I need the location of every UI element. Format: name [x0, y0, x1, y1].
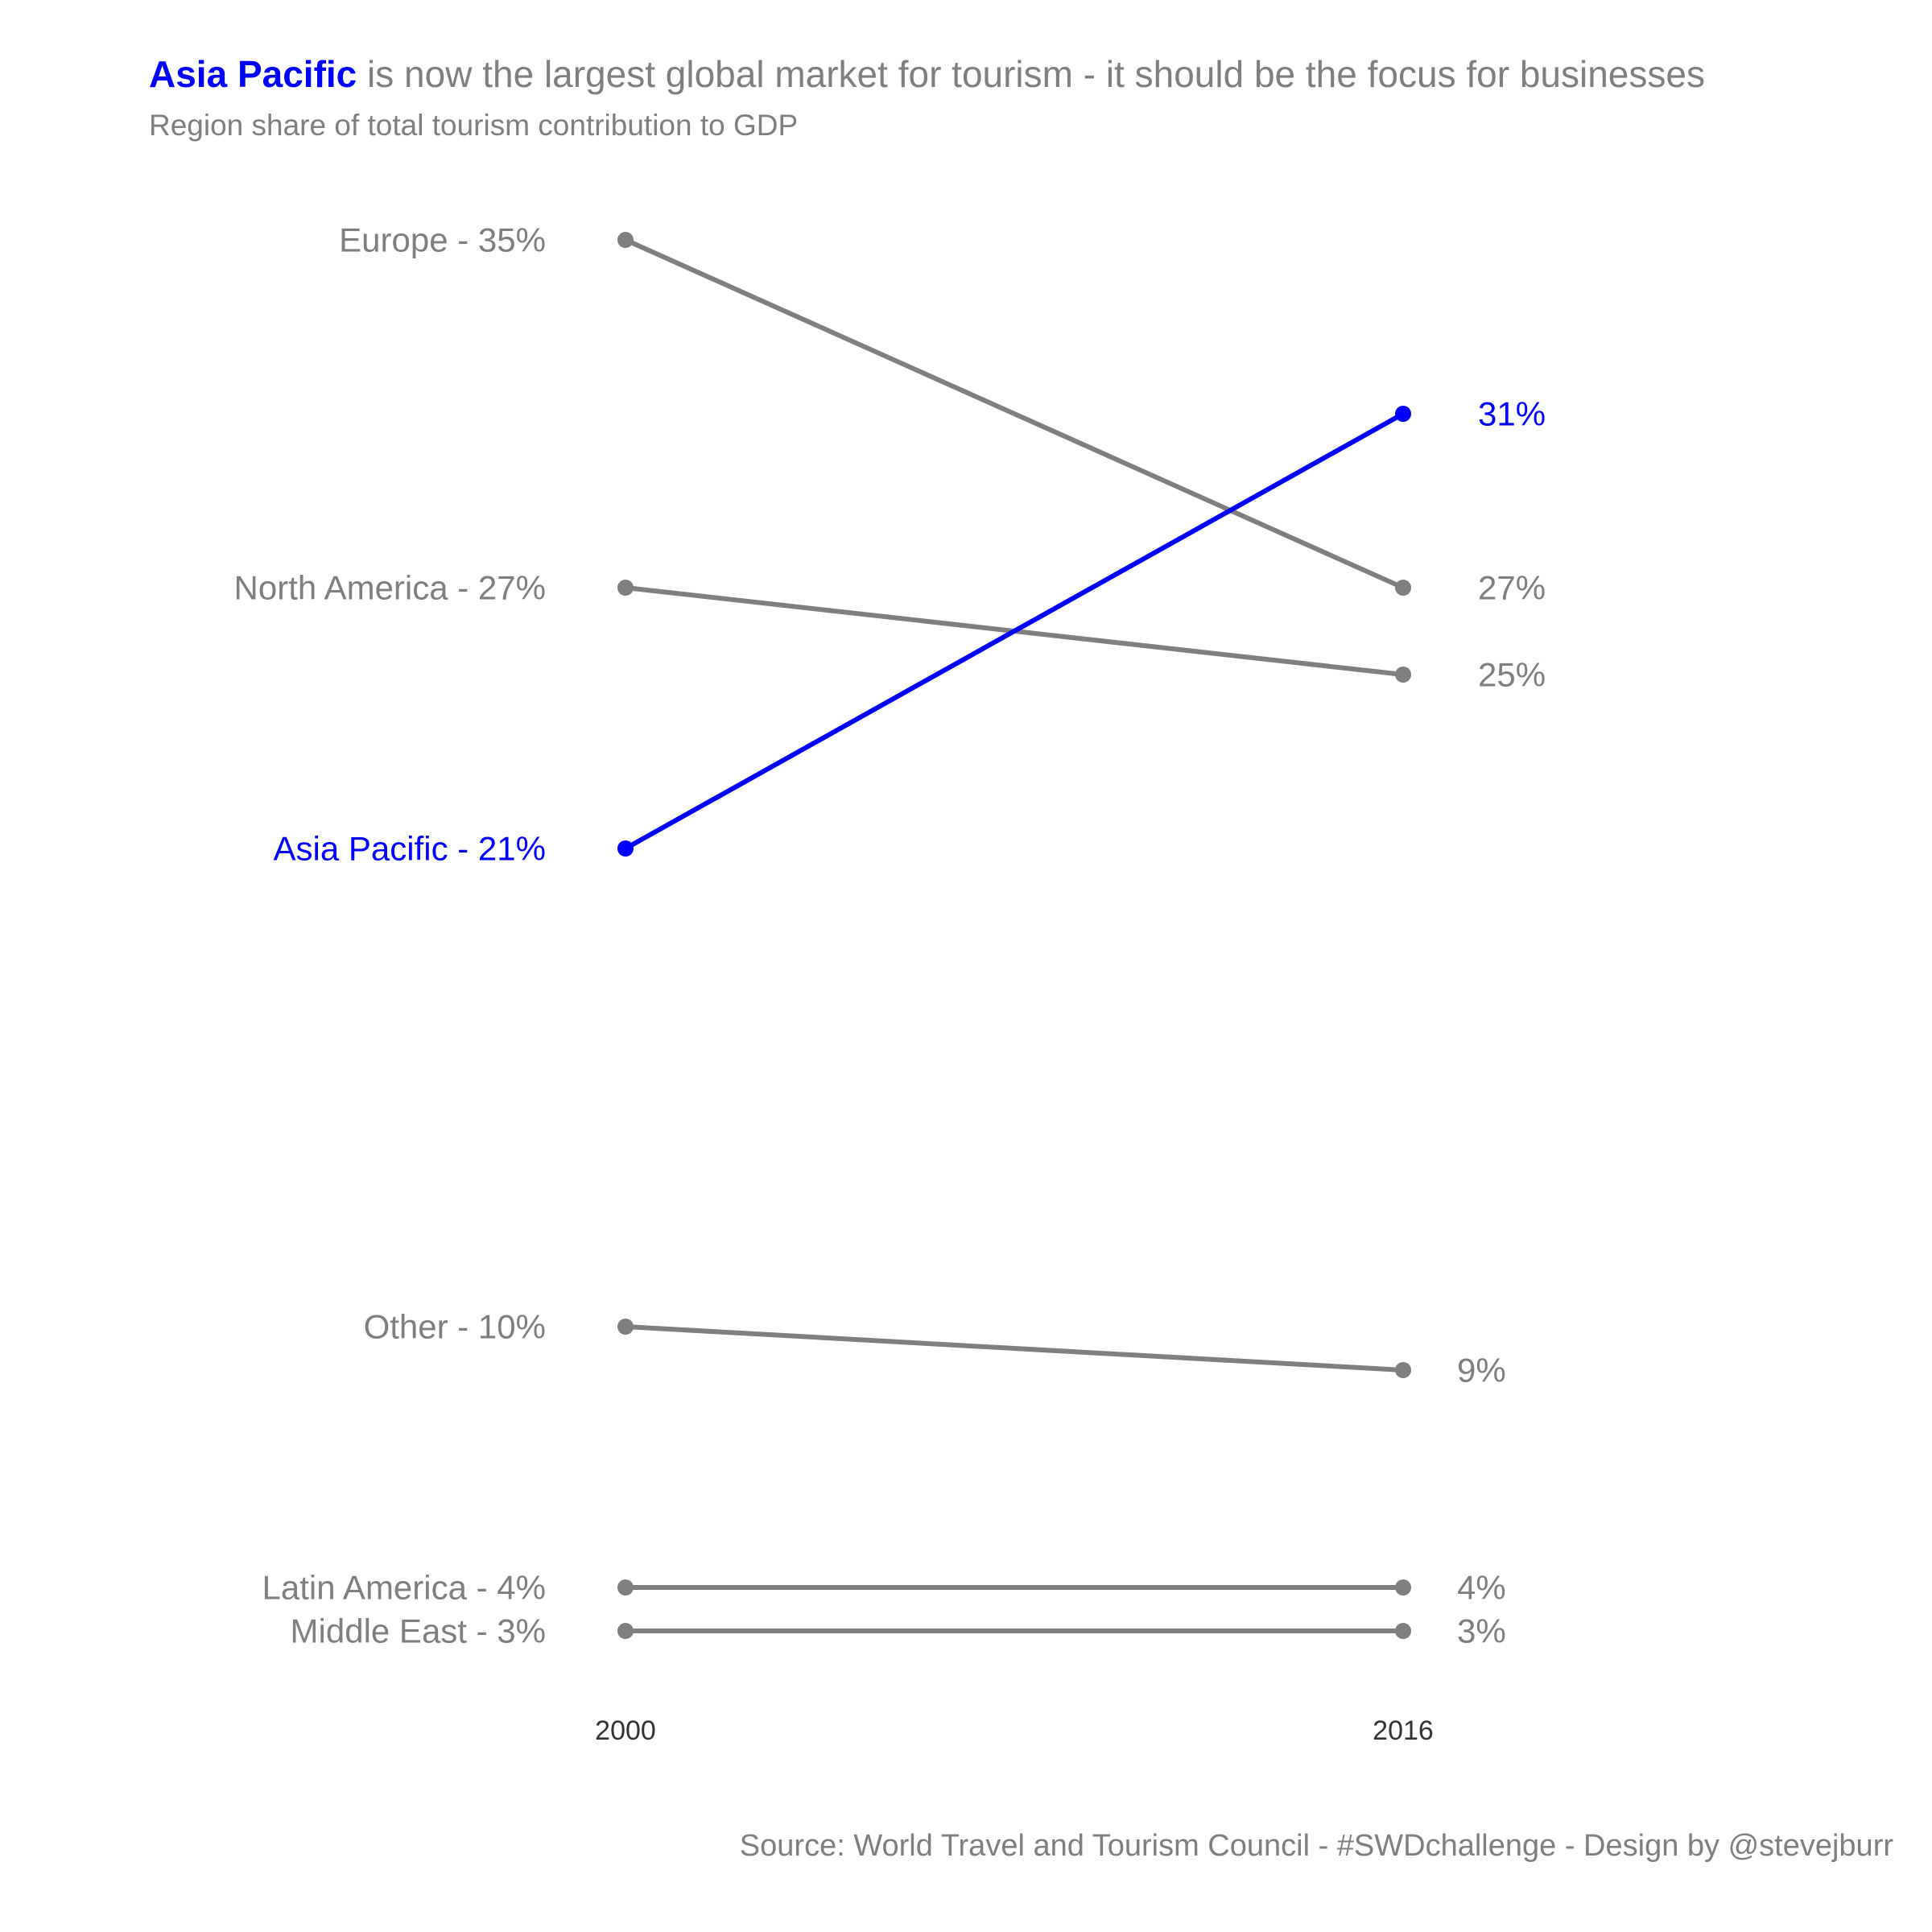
title-rest: is now the largest global market for tou…	[357, 53, 1705, 95]
point-north-america-2000	[617, 580, 634, 596]
point-middle-east-2016	[1395, 1623, 1411, 1639]
title-highlight: Asia Pacific	[149, 53, 357, 95]
end-label-north-america: 25%	[1478, 656, 1546, 694]
series-line-europe	[623, 237, 1406, 590]
series-lines	[623, 237, 1406, 1633]
series-labels: Europe - 35% 27% North America - 27% 25% Asi…	[234, 221, 1546, 1650]
point-latin-america-2016	[1395, 1579, 1411, 1596]
end-label-middle-east: 3%	[1457, 1612, 1506, 1650]
end-label-latin-america: 4%	[1457, 1569, 1506, 1607]
x-tick-2016: 2016	[1373, 1715, 1434, 1746]
start-label-europe: Europe - 35%	[339, 221, 546, 259]
start-label-other: Other - 10%	[364, 1308, 546, 1346]
point-europe-2016	[1395, 580, 1411, 596]
x-axis-ticks: 2000 2016	[595, 1715, 1434, 1746]
point-asia-pacific-2016	[1395, 406, 1411, 422]
end-label-other: 9%	[1457, 1352, 1506, 1389]
series-line-other	[623, 1324, 1406, 1373]
point-asia-pacific-2000	[617, 840, 634, 857]
series-points	[617, 232, 1411, 1639]
end-label-asia-pacific: 31%	[1478, 395, 1546, 433]
point-europe-2000	[617, 232, 634, 248]
point-north-america-2016	[1395, 667, 1411, 683]
start-label-north-america: North America - 27%	[234, 569, 546, 607]
start-label-latin-america: Latin America - 4%	[262, 1569, 547, 1607]
chart-subtitle: Region share of total tourism contributi…	[149, 109, 798, 142]
series-line-asia-pacific	[623, 411, 1406, 851]
point-other-2000	[617, 1319, 634, 1335]
chart-title: Asia Pacific is now the largest global m…	[149, 53, 1705, 95]
x-tick-2000: 2000	[595, 1715, 656, 1746]
end-label-europe: 27%	[1478, 569, 1546, 607]
point-other-2016	[1395, 1362, 1411, 1378]
point-latin-america-2000	[617, 1579, 634, 1596]
start-label-middle-east: Middle East - 3%	[291, 1612, 546, 1650]
start-label-asia-pacific: Asia Pacific - 21%	[274, 830, 546, 868]
chart-caption: Source: World Travel and Tourism Council…	[740, 1829, 1894, 1863]
point-middle-east-2000	[617, 1623, 634, 1639]
